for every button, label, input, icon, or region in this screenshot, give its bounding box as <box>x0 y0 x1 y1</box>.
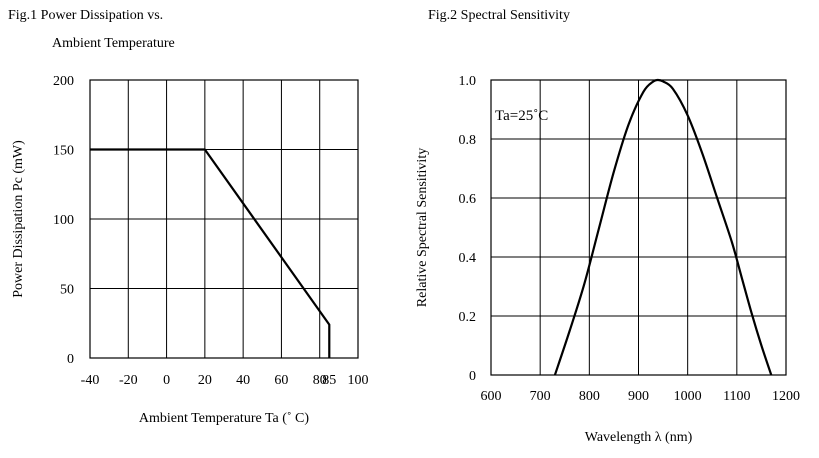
chart2-y-tick-label: 0.4 <box>459 251 477 266</box>
chart2-series-line <box>553 78 773 376</box>
fig2-title: Fig.2 Spectral Sensitivity <box>428 8 570 23</box>
chart1-y-tick-label: 150 <box>53 144 74 159</box>
chart2-y-tick-label: 0.2 <box>459 310 477 325</box>
chart1-plot-frame <box>89 79 359 359</box>
chart2-x-tick-label: 1000 <box>674 389 702 404</box>
chart2-annotation: Ta=25˚C <box>495 108 548 124</box>
chart2-x-tick-label: 800 <box>579 389 600 404</box>
chart1-x-tick-label: 0 <box>163 373 170 388</box>
chart2-plot-frame <box>490 79 787 376</box>
chart2-x-tick-label: 900 <box>628 389 649 404</box>
chart1-x-tick-label: 80 <box>313 373 327 388</box>
fig1-subtitle: Ambient Temperature <box>52 36 175 51</box>
chart2-y-tick-label: 0 <box>469 369 476 384</box>
chart1-series-line <box>90 148 331 358</box>
chart2-y-tick-label: 0.6 <box>459 192 477 207</box>
chart1-x-tick-label: 60 <box>274 373 288 388</box>
chart1-y-axis-label: Power Dissipation Pc (mW) <box>11 140 26 298</box>
chart1-x-tick-label: 40 <box>236 373 250 388</box>
chart1-y-tick-label: 50 <box>60 283 74 298</box>
chart1-y-tick-label: 200 <box>53 74 74 89</box>
chart1-x-tick-label: 85 <box>322 373 336 388</box>
chart2-x-tick-label: 1100 <box>723 389 750 404</box>
chart1-x-tick-label: -20 <box>119 373 138 388</box>
chart2-x-tick-label: 1200 <box>772 389 800 404</box>
chart1-x-tick-label: 100 <box>348 373 369 388</box>
chart1-x-tick-label: -40 <box>81 373 100 388</box>
chart1-y-tick-label: 0 <box>67 352 74 367</box>
chart2-x-axis-label: Wavelength λ (nm) <box>585 430 693 445</box>
chart2-x-tick-label: 700 <box>530 389 551 404</box>
chart2-x-tick-label: 600 <box>481 389 502 404</box>
chart1-x-tick-label: 20 <box>198 373 212 388</box>
chart1-y-tick-label: 100 <box>53 213 74 228</box>
chart2-y-tick-label: 1.0 <box>459 74 477 89</box>
chart2-y-axis-label: Relative Spectral Sensitivity <box>415 148 430 307</box>
fig1-title: Fig.1 Power Dissipation vs. <box>8 8 164 23</box>
chart1-x-axis-label: Ambient Temperature Ta (˚ C) <box>139 411 309 426</box>
chart2-y-tick-label: 0.8 <box>459 133 477 148</box>
